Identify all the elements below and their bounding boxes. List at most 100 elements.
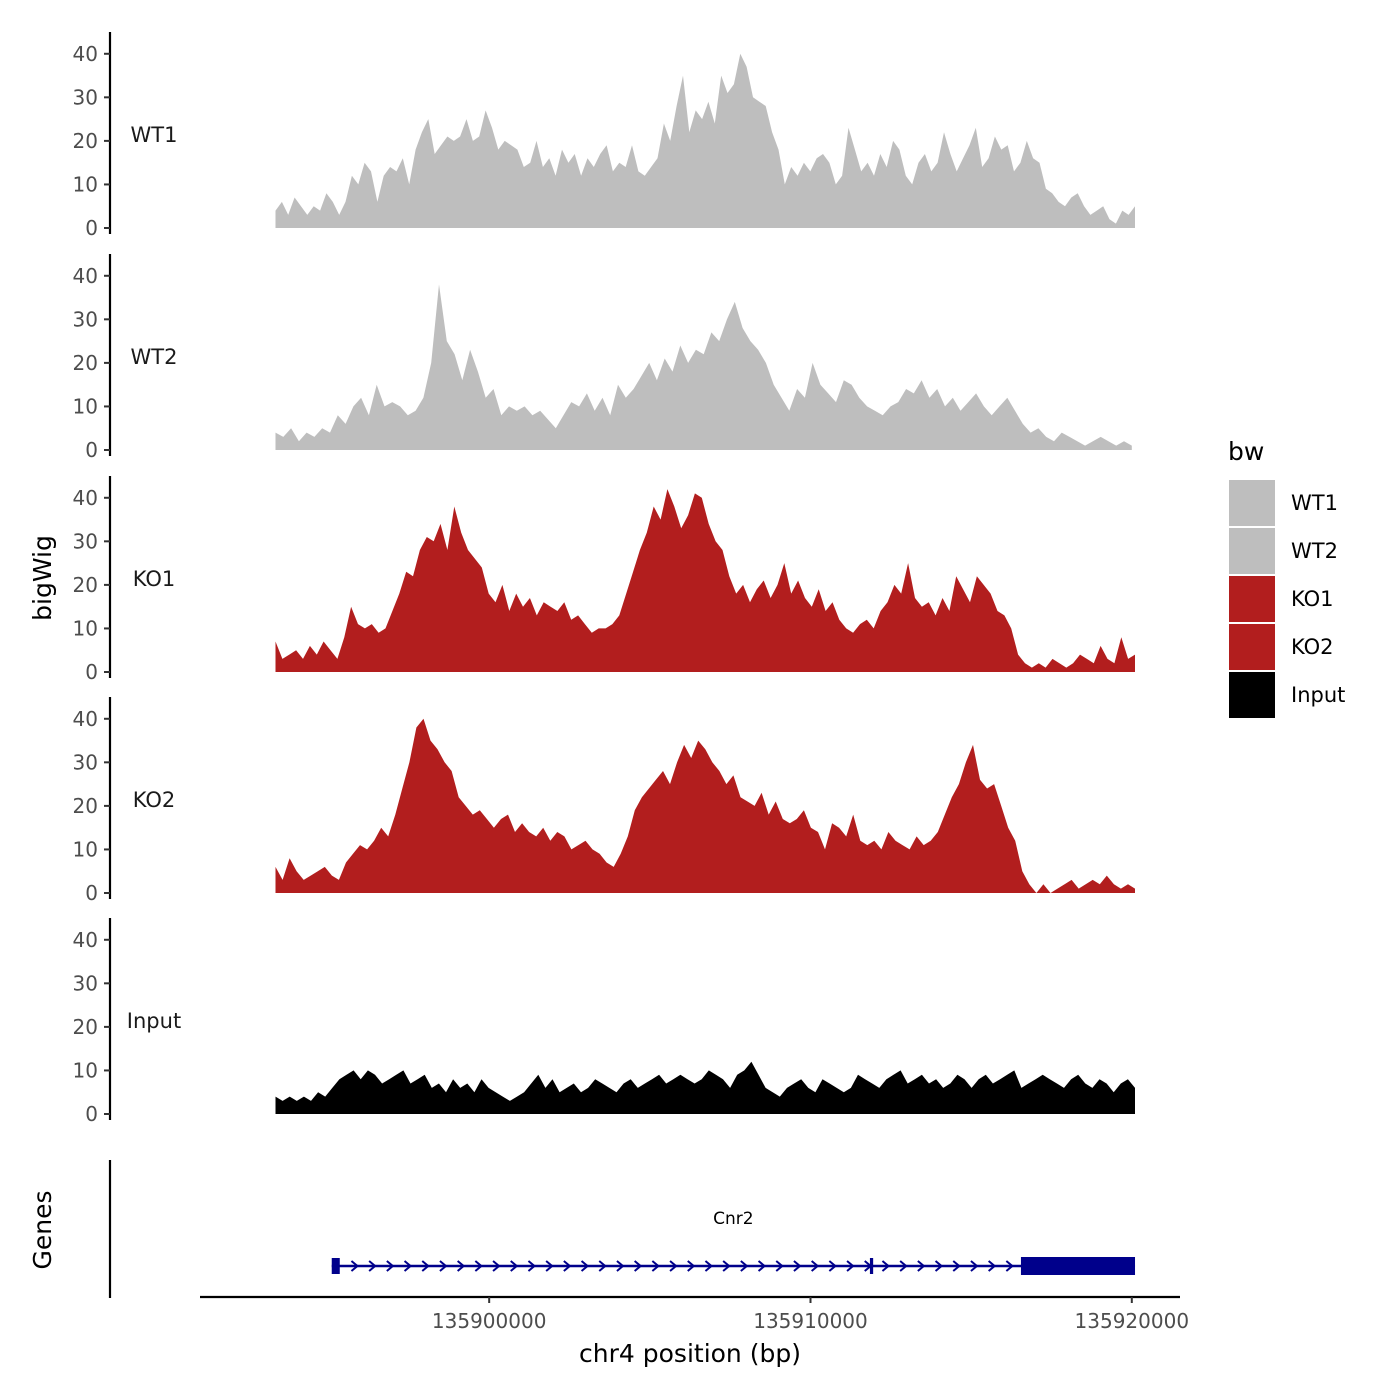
strand-chevron xyxy=(563,1260,572,1272)
track-panel-ko1: 0 10 20 30 40 KO1 xyxy=(73,476,1135,684)
strand-chevron xyxy=(386,1260,395,1272)
coverage-area xyxy=(275,53,1135,228)
coverage-area xyxy=(275,718,1135,893)
strand-chevron xyxy=(368,1260,377,1272)
tracks-layer: 0 10 20 30 40 WT1 0 10 20 30 40 WT2 0 10 20 30 40 KO1 0 10 2… xyxy=(73,32,1135,1126)
strand-chevron xyxy=(934,1260,944,1272)
strand-chevron xyxy=(722,1260,731,1272)
x-tick-label: 135920000 xyxy=(1075,1309,1190,1333)
coverage-area xyxy=(275,1061,1135,1114)
strand-chevron xyxy=(810,1260,820,1272)
legend: WT1 WT2 KO1 KO2 Input xyxy=(1229,480,1345,718)
strand-chevron xyxy=(527,1260,537,1272)
legend-entry-label: WT2 xyxy=(1291,539,1338,563)
track-panel-wt1: 0 10 20 30 40 WT1 xyxy=(73,32,1135,240)
y-tick-label: 40 xyxy=(73,42,98,66)
track-label: KO1 xyxy=(133,567,176,591)
y-tick-label: 0 xyxy=(85,1102,98,1126)
legend-entry-label: KO2 xyxy=(1291,635,1334,659)
track-panel-wt2: 0 10 20 30 40 WT2 xyxy=(73,254,1132,462)
y-tick-label: 30 xyxy=(73,971,98,995)
y-tick-label: 0 xyxy=(85,660,98,684)
gene-exon xyxy=(1020,1257,1136,1275)
strand-chevron xyxy=(704,1260,714,1272)
y-tick-label: 10 xyxy=(73,837,98,861)
strand-chevron xyxy=(421,1260,430,1272)
y-tick-label: 40 xyxy=(73,928,98,952)
strand-chevron xyxy=(403,1260,413,1272)
legend-key-swatch xyxy=(1229,480,1275,526)
x-tick-label: 135900000 xyxy=(432,1309,547,1333)
strand-chevron xyxy=(757,1260,767,1272)
strand-chevron xyxy=(545,1260,554,1272)
strand-chevron xyxy=(474,1260,483,1272)
legend-key-swatch xyxy=(1229,672,1275,718)
gene-name-label: Cnr2 xyxy=(713,1209,753,1229)
strand-chevron xyxy=(651,1260,660,1272)
y-tick-label: 0 xyxy=(85,216,98,240)
strand-chevron xyxy=(633,1260,643,1272)
legend-title: bw xyxy=(1228,437,1264,466)
strand-chevron xyxy=(740,1260,749,1272)
track-panel-input: 0 10 20 30 40 Input xyxy=(73,918,1135,1126)
gene-exon xyxy=(331,1258,340,1274)
y-tick-label: 40 xyxy=(73,707,98,731)
track-label: Input xyxy=(127,1009,181,1033)
strand-chevron xyxy=(669,1260,678,1272)
gene-cnr2: Cnr2 xyxy=(331,1209,1136,1275)
track-label: WT1 xyxy=(131,123,178,147)
strand-chevron xyxy=(350,1260,360,1272)
genes-layer: Cnr2 xyxy=(108,1160,1136,1298)
x-tick-label: 135910000 xyxy=(753,1309,868,1333)
strand-chevron xyxy=(987,1260,997,1272)
strand-chevron xyxy=(687,1260,696,1272)
strand-chevron xyxy=(580,1260,590,1272)
y-tick-label: 20 xyxy=(73,573,98,597)
strand-chevron xyxy=(510,1260,519,1272)
legend-entry-label: KO1 xyxy=(1291,587,1334,611)
y-tick-label: 20 xyxy=(73,794,98,818)
x-axis: 135900000 135910000 135920000 xyxy=(200,1295,1190,1333)
y-tick-label: 10 xyxy=(73,172,98,196)
y-tick-label: 10 xyxy=(73,1058,98,1082)
strand-chevron xyxy=(616,1260,625,1272)
strand-chevron xyxy=(828,1260,837,1272)
strand-chevron xyxy=(775,1260,784,1272)
legend-key-swatch xyxy=(1229,528,1275,574)
legend-entry-label: WT1 xyxy=(1291,491,1338,515)
y-axis-title: bigWig xyxy=(28,535,57,621)
strand-chevron xyxy=(439,1260,448,1272)
strand-chevron xyxy=(952,1260,961,1272)
y-tick-label: 10 xyxy=(73,394,98,418)
strand-chevron xyxy=(793,1260,802,1272)
y-tick-label: 10 xyxy=(73,616,98,640)
track-label: WT2 xyxy=(131,345,178,369)
y-tick-label: 20 xyxy=(73,1015,98,1039)
y-tick-label: 0 xyxy=(85,881,98,905)
strand-chevron xyxy=(1005,1260,1014,1272)
genes-panel-title: Genes xyxy=(28,1190,57,1269)
legend-entry-label: Input xyxy=(1291,683,1345,707)
strand-chevron xyxy=(598,1260,607,1272)
y-tick-label: 30 xyxy=(73,529,98,553)
y-tick-label: 30 xyxy=(73,307,98,331)
y-tick-label: 40 xyxy=(73,486,98,510)
track-panel-ko2: 0 10 20 30 40 KO2 xyxy=(73,697,1135,905)
strand-chevron xyxy=(970,1260,979,1272)
y-tick-label: 30 xyxy=(73,750,98,774)
legend-key-swatch xyxy=(1229,576,1275,622)
strand-chevron xyxy=(492,1260,501,1272)
strand-chevron xyxy=(881,1260,891,1272)
y-tick-label: 20 xyxy=(73,351,98,375)
gene-exon xyxy=(869,1258,874,1274)
legend-key-swatch xyxy=(1229,624,1275,670)
strand-chevron xyxy=(846,1260,855,1272)
coverage-area xyxy=(275,489,1135,672)
strand-chevron xyxy=(917,1260,926,1272)
x-axis-title: chr4 position (bp) xyxy=(579,1339,801,1368)
y-tick-label: 30 xyxy=(73,85,98,109)
y-tick-label: 0 xyxy=(85,438,98,462)
coverage-area xyxy=(275,284,1132,450)
strand-chevron xyxy=(899,1260,908,1272)
